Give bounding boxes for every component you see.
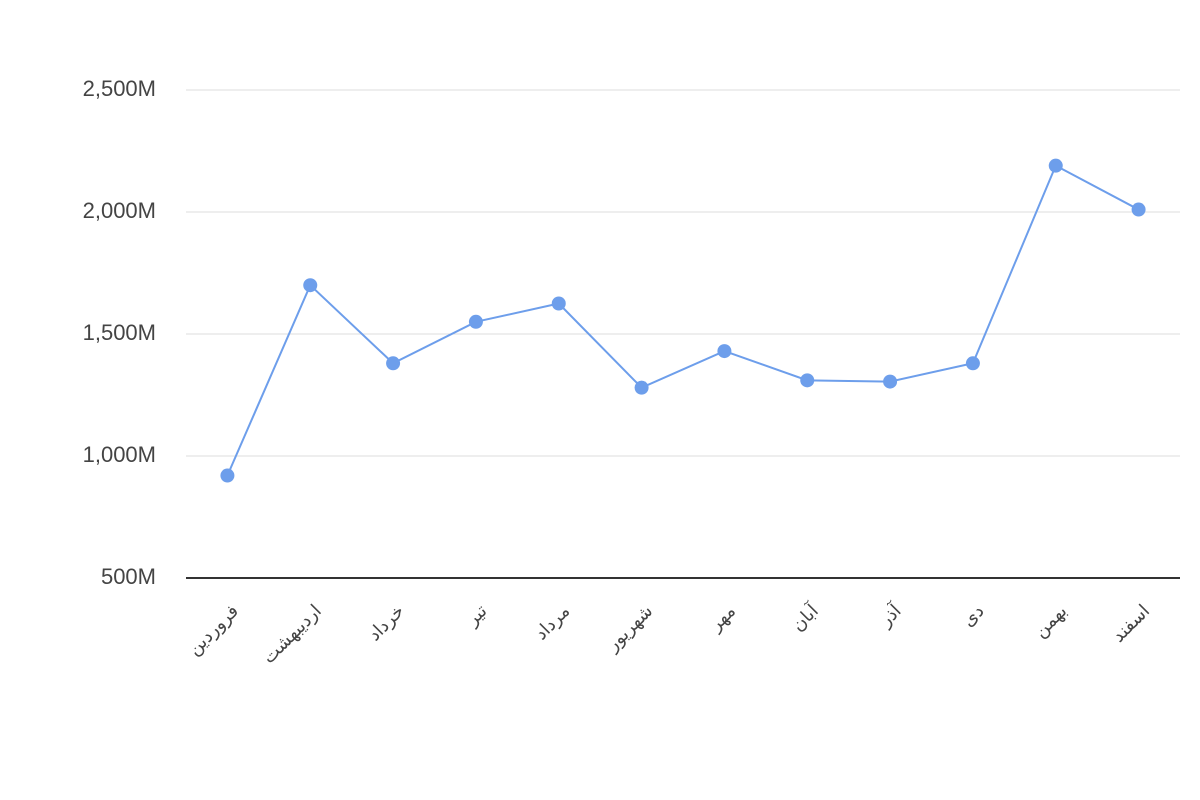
- x-tick-label: تیر: [461, 601, 491, 631]
- point: [1048, 158, 1063, 173]
- point: [883, 374, 898, 389]
- point: [386, 356, 401, 371]
- point: [634, 380, 649, 395]
- x-tick-label: آبان: [786, 599, 823, 636]
- y-tick-label: 2,000M: [83, 198, 156, 223]
- point: [303, 278, 318, 293]
- point: [220, 468, 235, 483]
- x-tick-label: مهر: [705, 601, 740, 636]
- x-tick-label: دی: [958, 601, 988, 631]
- point: [551, 296, 566, 311]
- point: [800, 373, 815, 388]
- y-tick-label: 500M: [101, 564, 156, 589]
- point: [965, 356, 980, 371]
- y-tick-label: 1,500M: [83, 320, 156, 345]
- x-tick-label: اسفند: [1108, 601, 1154, 647]
- point: [1131, 202, 1146, 217]
- x-tick-label: اردیبهشت: [258, 601, 325, 668]
- x-tick-label: شهریور: [602, 601, 657, 656]
- x-tick-label: بهمن: [1030, 601, 1071, 642]
- x-tick-label: خرداد: [364, 601, 409, 646]
- x-tick-label: آذر: [873, 599, 906, 632]
- point: [717, 344, 732, 359]
- y-tick-label: 1,000M: [83, 442, 156, 467]
- y-tick-label: 2,500M: [83, 76, 156, 101]
- x-tick-label: فروردین: [184, 601, 243, 660]
- point: [468, 314, 483, 329]
- line: [226, 164, 1140, 476]
- x-tick-label: مرداد: [531, 601, 575, 645]
